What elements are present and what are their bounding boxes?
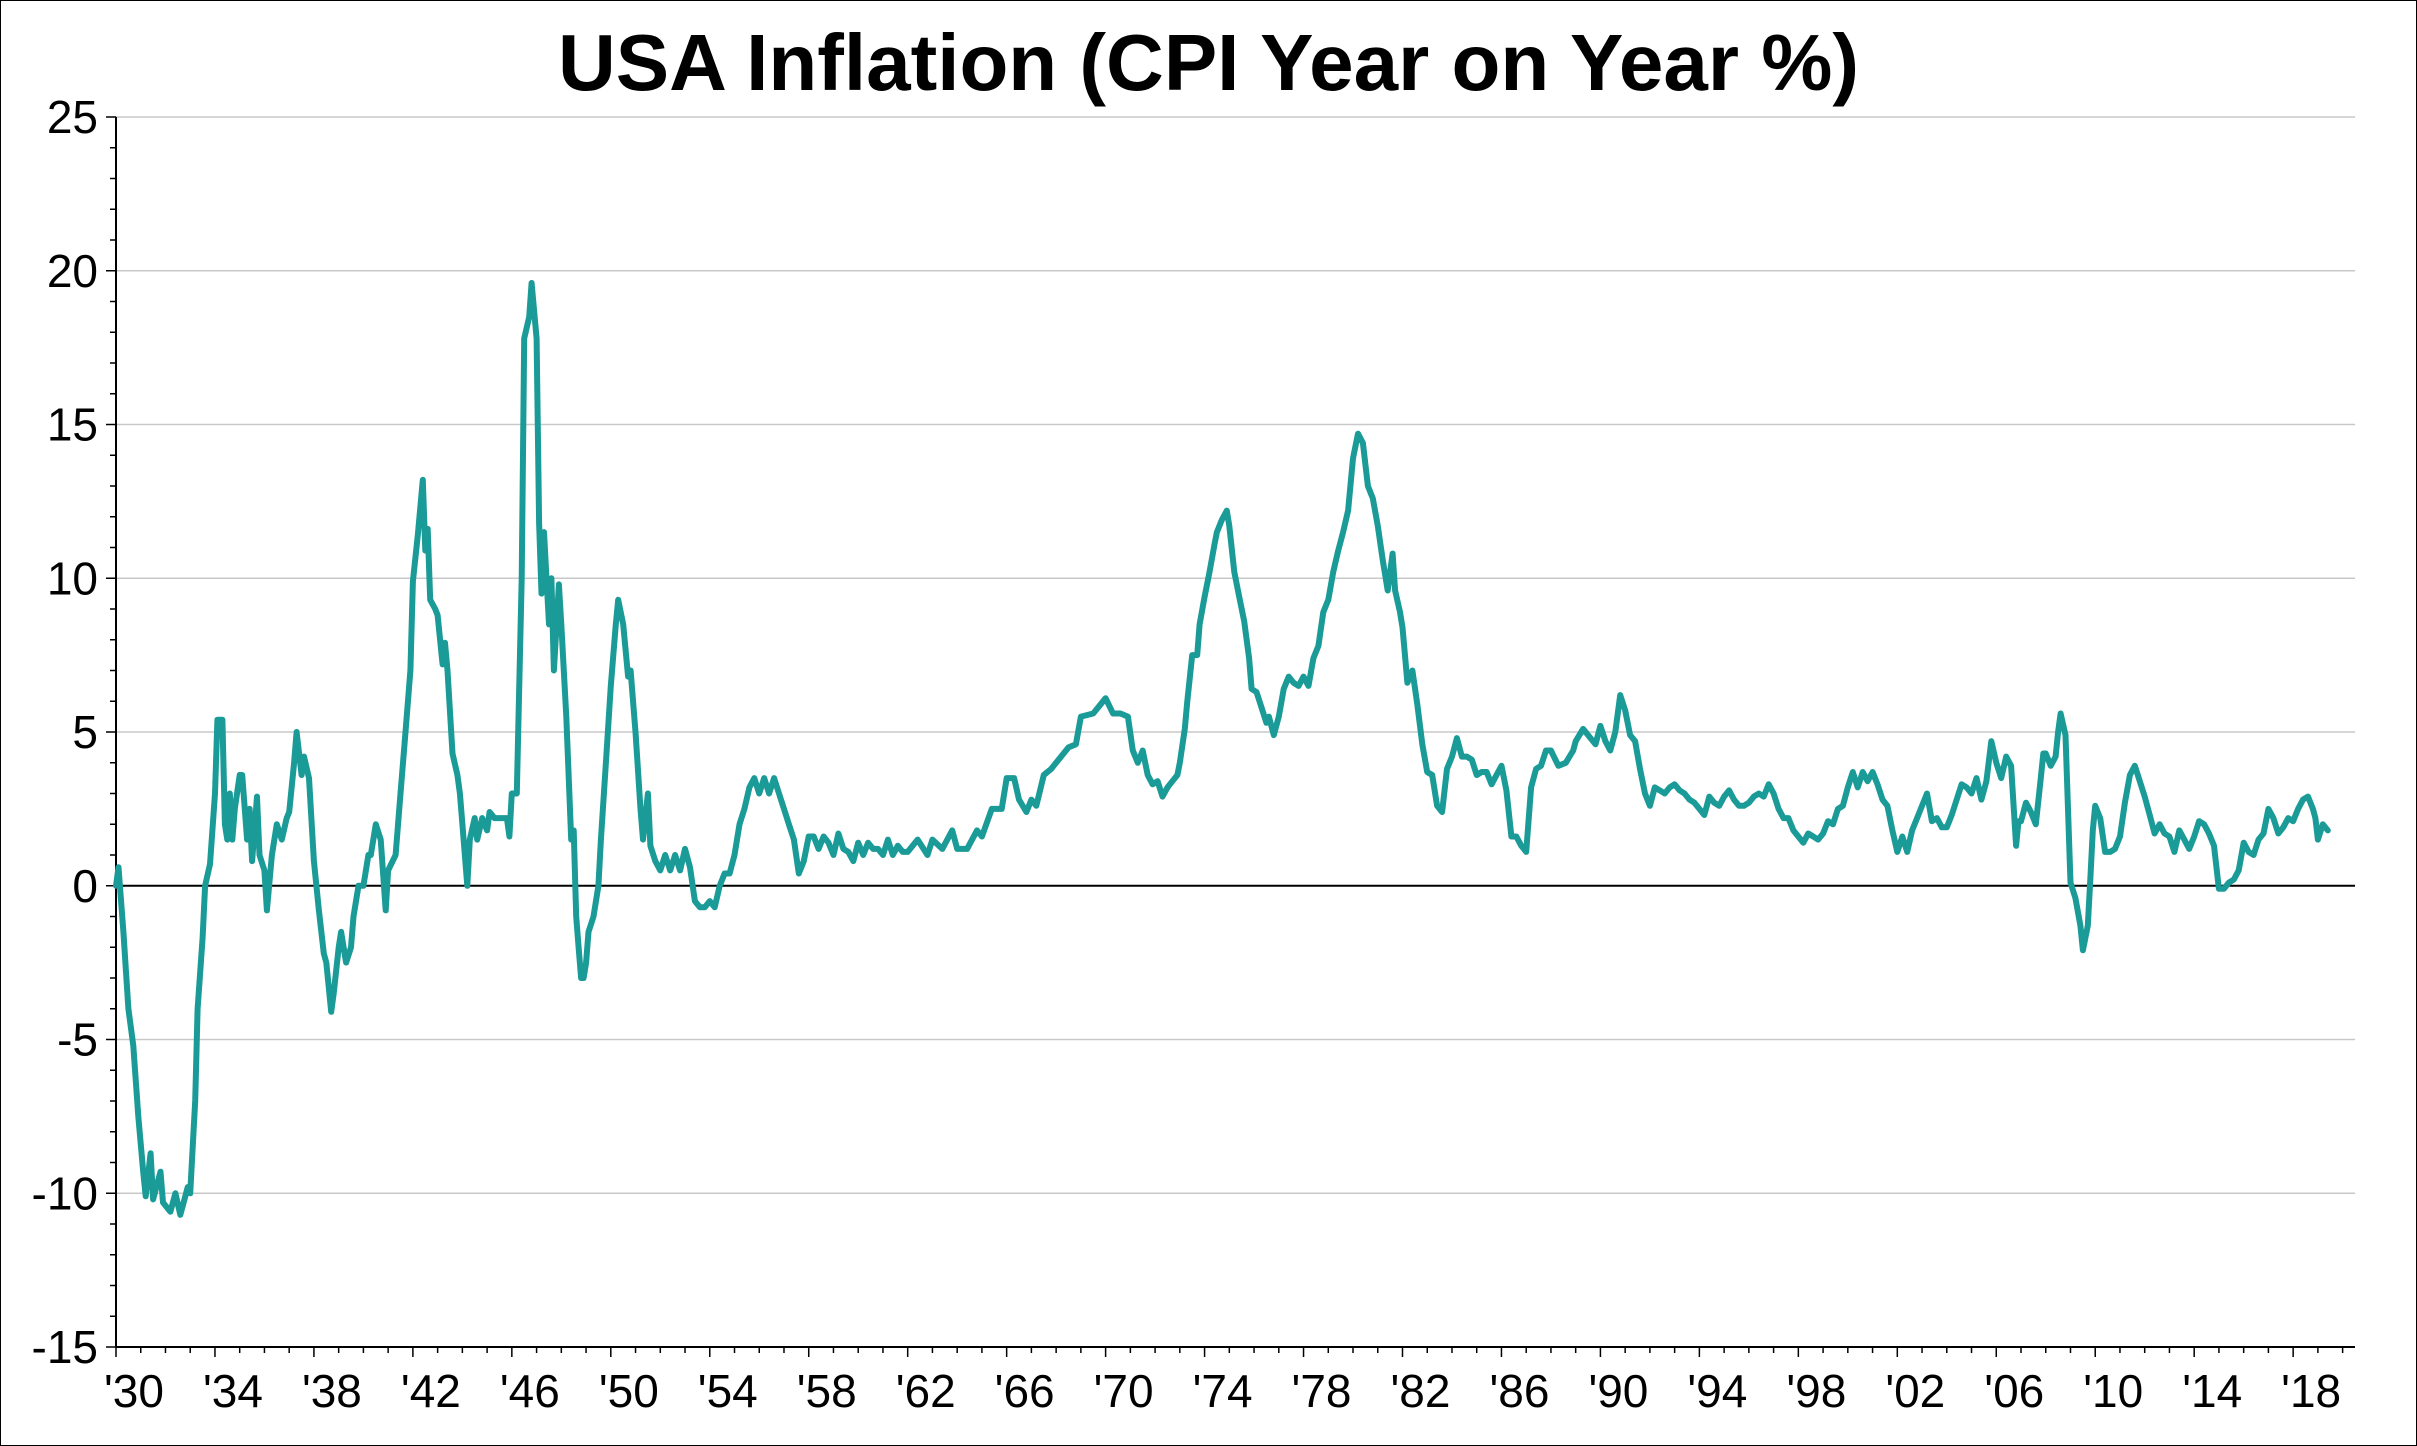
grid-lines (116, 116, 2355, 1194)
y-tick-label: 20 (47, 245, 98, 297)
x-tick-label: '86 (1489, 1365, 1549, 1417)
y-tick-label: 0 (72, 860, 98, 912)
series-line (113, 280, 2331, 1218)
x-tick-label: '58 (797, 1365, 857, 1417)
x-tick-label: '50 (599, 1365, 659, 1417)
x-tick-label: '42 (401, 1365, 461, 1417)
x-tick-label: '06 (1984, 1365, 2044, 1417)
y-tick-label: 25 (47, 91, 98, 143)
x-tick-label: '82 (1391, 1365, 1451, 1417)
x-tick-label: '14 (2182, 1365, 2242, 1417)
x-tick-label: '38 (302, 1365, 362, 1417)
x-tick-label: '10 (2083, 1365, 2143, 1417)
x-tick-label: '18 (2281, 1365, 2341, 1417)
x-tick-label: '34 (203, 1365, 263, 1417)
x-tick-label: '54 (698, 1365, 758, 1417)
chart-title: USA Inflation (CPI Year on Year %) (557, 18, 1860, 107)
y-tick-label: -15 (32, 1321, 98, 1373)
series-layer (113, 280, 2331, 1218)
axes (106, 116, 2355, 1357)
x-tick-label: '74 (1193, 1365, 1253, 1417)
y-tick-label: -5 (57, 1014, 98, 1066)
x-tick-label: '66 (995, 1365, 1055, 1417)
x-tick-label: '90 (1588, 1365, 1648, 1417)
x-tick-label: '62 (896, 1365, 956, 1417)
y-tick-label: 5 (72, 706, 98, 758)
x-tick-label: '02 (1885, 1365, 1945, 1417)
y-tick-label: 10 (47, 552, 98, 604)
y-tick-label: -10 (32, 1167, 98, 1219)
x-tick-label: '46 (500, 1365, 560, 1417)
x-tick-label: '94 (1687, 1365, 1747, 1417)
x-tick-label: '98 (1786, 1365, 1846, 1417)
x-tick-label: '70 (1094, 1365, 1154, 1417)
tick-labels: 25 20 15 10 5 0 -5 -10 -15'30 '34 '38 '42 '46 '50 '54 '… (32, 91, 2342, 1417)
x-tick-label: '78 (1292, 1365, 1352, 1417)
y-tick-label: 15 (47, 399, 98, 451)
x-tick-label: '30 (104, 1365, 164, 1417)
